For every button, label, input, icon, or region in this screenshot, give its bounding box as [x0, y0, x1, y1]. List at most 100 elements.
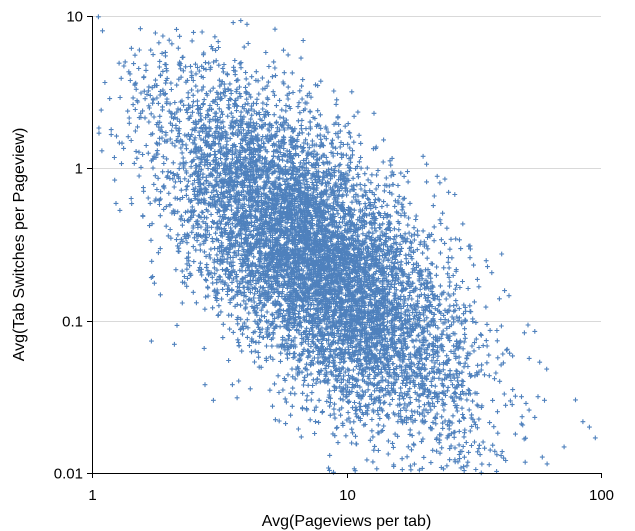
data-point	[357, 400, 362, 406]
data-point	[445, 388, 450, 394]
data-point	[389, 325, 394, 331]
data-point	[462, 326, 467, 332]
data-point	[356, 132, 362, 138]
data-point	[168, 235, 174, 241]
data-point	[348, 134, 353, 140]
data-point	[177, 196, 183, 202]
data-point	[311, 148, 317, 154]
data-point	[478, 367, 484, 373]
data-point	[174, 82, 180, 88]
data-point	[270, 356, 276, 362]
data-point	[447, 338, 453, 343]
data-point	[217, 115, 223, 120]
data-point	[411, 316, 417, 322]
data-point	[171, 184, 177, 190]
data-point	[401, 303, 406, 309]
data-point	[212, 152, 217, 158]
data-point	[369, 172, 375, 178]
data-point	[300, 38, 306, 43]
data-point	[487, 420, 492, 425]
data-point	[474, 402, 480, 408]
data-point	[227, 300, 233, 305]
data-point	[473, 336, 479, 342]
data-point	[161, 207, 167, 212]
data-point	[190, 92, 196, 98]
data-point	[119, 140, 125, 146]
data-point	[457, 456, 462, 461]
data-point	[183, 168, 189, 174]
data-point	[276, 390, 282, 395]
data-point	[370, 459, 376, 465]
data-point	[456, 452, 462, 457]
data-point	[334, 378, 340, 384]
data-point	[301, 158, 306, 163]
data-point	[503, 402, 508, 408]
data-point	[223, 135, 228, 141]
data-point	[464, 463, 470, 469]
data-point	[198, 167, 204, 173]
data-point	[580, 419, 586, 425]
data-point	[445, 259, 451, 265]
data-point	[420, 228, 426, 234]
data-point	[220, 251, 226, 257]
data-point	[435, 325, 441, 331]
data-point	[374, 466, 380, 472]
data-point	[179, 150, 185, 156]
data-point	[532, 329, 538, 334]
data-point	[125, 108, 131, 114]
data-point	[327, 468, 332, 473]
data-point	[249, 349, 254, 355]
data-point	[188, 164, 194, 170]
data-point	[357, 384, 363, 390]
data-point	[310, 182, 316, 188]
data-point	[264, 343, 269, 349]
data-point	[251, 108, 257, 114]
data-point	[238, 141, 243, 146]
data-point	[119, 161, 124, 166]
data-point	[230, 382, 235, 388]
data-point	[304, 361, 309, 367]
data-point	[188, 64, 193, 69]
data-point	[345, 410, 351, 415]
data-point	[444, 463, 450, 469]
data-point	[456, 395, 462, 401]
data-point	[442, 402, 448, 407]
data-point	[281, 315, 287, 321]
data-point	[456, 382, 461, 387]
data-point	[280, 289, 285, 295]
data-point	[137, 47, 142, 53]
data-point	[160, 69, 166, 74]
data-point	[424, 315, 430, 321]
data-point	[446, 189, 451, 195]
data-point	[452, 445, 458, 451]
data-point	[183, 187, 189, 193]
data-point	[127, 78, 133, 83]
data-point	[513, 393, 518, 399]
data-point	[138, 90, 144, 96]
data-point	[310, 348, 316, 354]
data-point	[391, 375, 397, 381]
data-point	[150, 52, 156, 57]
data-point	[175, 128, 181, 134]
data-point	[235, 321, 241, 327]
data-point	[217, 77, 222, 83]
data-point	[283, 103, 289, 108]
data-point	[431, 404, 437, 409]
data-point	[232, 249, 238, 255]
data-point	[484, 322, 490, 327]
data-point	[441, 407, 447, 413]
data-point	[561, 444, 567, 450]
data-point	[290, 90, 296, 95]
data-point	[168, 170, 174, 175]
data-point	[203, 254, 209, 259]
data-point	[121, 146, 126, 151]
data-point	[409, 359, 414, 365]
data-point	[214, 252, 220, 258]
data-point	[390, 397, 395, 402]
data-point	[367, 266, 373, 272]
data-point	[485, 264, 490, 269]
data-point	[335, 440, 341, 445]
data-point	[444, 325, 450, 331]
data-point	[223, 157, 229, 163]
